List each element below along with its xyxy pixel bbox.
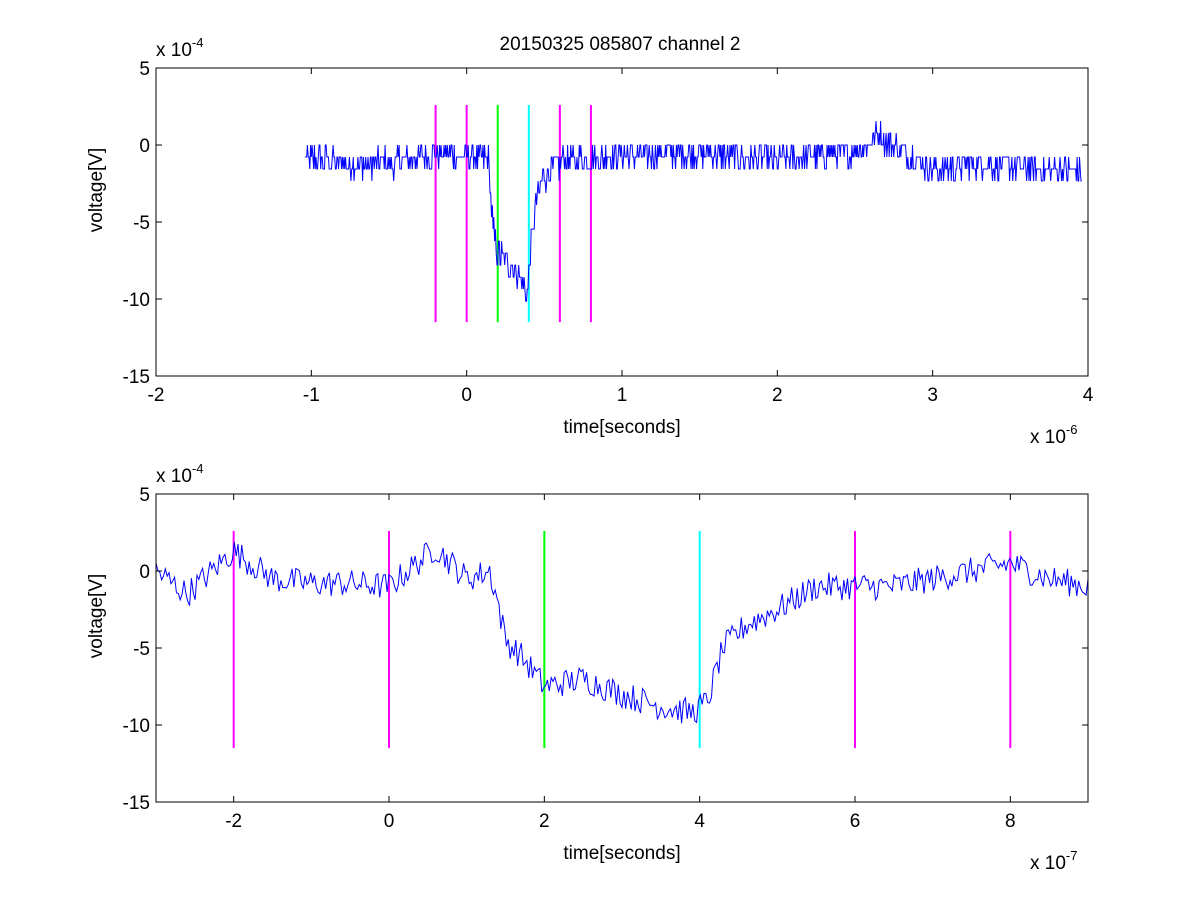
bottom-plot-y-axis-label: voltage[V]	[86, 574, 107, 659]
bottom-plot-signal-line	[155, 542, 1089, 724]
top-plot-y-exponent-power: -4	[192, 35, 204, 50]
top-plot-y-exponent-base: x 10	[156, 40, 192, 61]
bottom-plot-y-exponent-base: x 10	[156, 466, 192, 487]
top-plot-y-tick-label: -15	[123, 367, 150, 388]
bottom-plot-ticks: -2 0 2 4 6 8 5 0 -5 -10 -15	[123, 485, 1088, 832]
bottom-plot-x-axis-label: time[seconds]	[563, 843, 680, 864]
top-plot-x-axis-label: time[seconds]	[563, 417, 680, 438]
top-plot-x-tick-label: 3	[927, 385, 938, 406]
top-plot-x-exponent-base: x 10	[1030, 427, 1066, 448]
top-plot-x-tick-label: -2	[148, 385, 165, 406]
top-plot: -2 -1 0 1 2 3 450-5-10-15 time[seconds] voltag…	[86, 35, 1094, 448]
top-plot-x-tick-label: 2	[772, 385, 783, 406]
top-plot-y-tick-label: 0	[139, 136, 150, 157]
top-plot-y-axis-label: voltage[V]	[86, 148, 107, 233]
top-plot-x-exponent-power: -6	[1066, 422, 1078, 437]
bottom-plot-x-exponent-base: x 10	[1030, 853, 1066, 874]
top-plot-y-tick-label: -10	[123, 290, 150, 311]
top-plot-ticks: -2 -1 0 1 2 3 450-5-10-15	[123, 59, 1094, 406]
bottom-plot-markers	[232, 530, 1012, 749]
bottom-plot: -2 0 2 4 6 8 5 0 -5 -10 -15 time[seconds] voltage[…	[86, 461, 1089, 874]
top-plot-x-tick-label: 4	[1083, 385, 1094, 406]
top-plot-x-exponent: x 10-6	[1030, 422, 1077, 448]
bottom-plot-x-tick-label: 4	[694, 811, 705, 832]
bottom-plot-y-tick-label: 5	[139, 485, 150, 506]
bottom-plot-x-tick-label: 6	[850, 811, 861, 832]
bottom-plot-x-tick-label: -2	[225, 811, 242, 832]
top-plot-y-tick-label: -5	[133, 213, 150, 234]
figure-title: 20150325 085807 channel 2	[500, 34, 741, 55]
top-plot-signal-line	[305, 120, 1082, 302]
bottom-plot-y-exponent: x 10-4	[156, 461, 203, 487]
bottom-plot-y-tick-label: -10	[123, 716, 150, 737]
bottom-plot-x-tick-label: 0	[384, 811, 395, 832]
bottom-plot-x-exponent: x 10-7	[1030, 848, 1077, 874]
bottom-plot-series	[155, 542, 1089, 724]
bottom-plot-x-exponent-power: -7	[1066, 848, 1078, 863]
top-plot-markers	[434, 104, 592, 323]
top-plot-series	[305, 120, 1082, 302]
top-plot-x-tick-label: 1	[617, 385, 628, 406]
bottom-plot-x-tick-label: 2	[539, 811, 550, 832]
bottom-plot-y-tick-label: -15	[123, 793, 150, 814]
bottom-plot-y-tick-label: -5	[133, 639, 150, 660]
top-plot-y-exponent: x 10-4	[156, 35, 203, 61]
top-plot-y-tick-label: 5	[139, 59, 150, 80]
bottom-plot-x-tick-label: 8	[1005, 811, 1016, 832]
bottom-plot-y-tick-label: 0	[139, 562, 150, 583]
top-plot-x-tick-label: -1	[303, 385, 320, 406]
bottom-plot-y-exponent-power: -4	[192, 461, 204, 476]
top-plot-x-tick-label: 0	[461, 385, 472, 406]
